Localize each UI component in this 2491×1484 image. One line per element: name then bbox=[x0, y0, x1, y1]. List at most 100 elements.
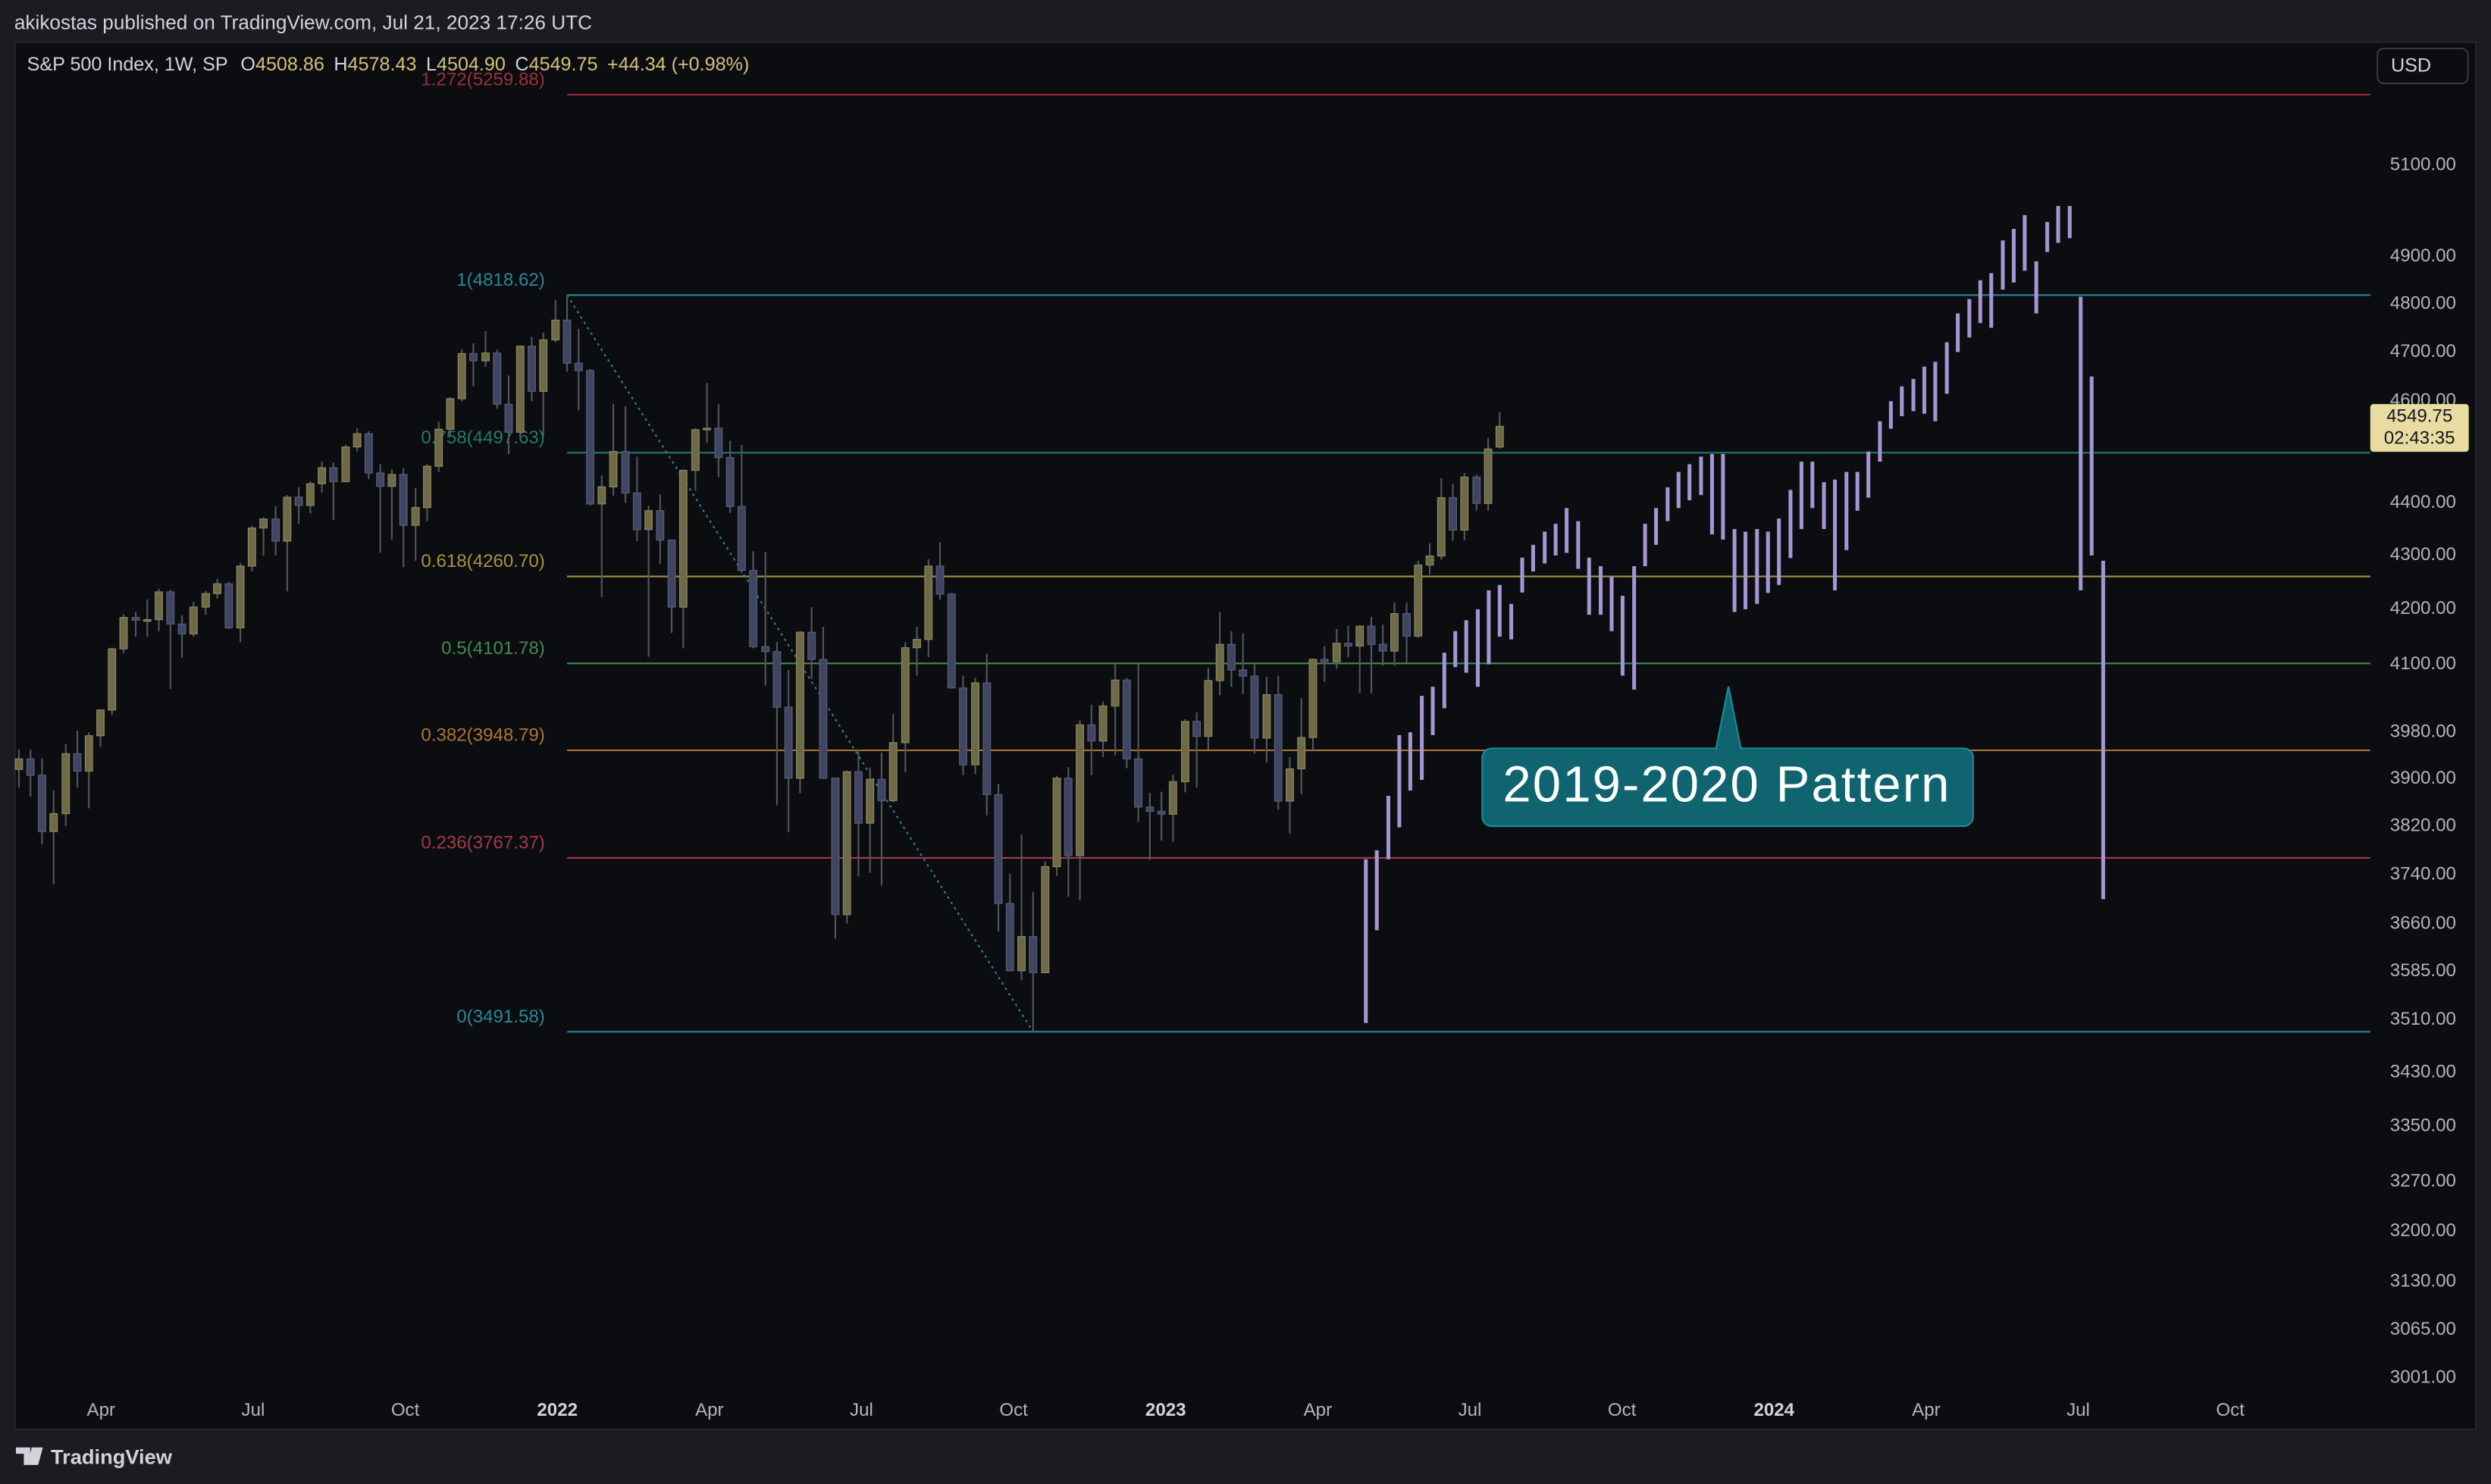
x-tick-label: 2024 bbox=[1753, 1400, 1794, 1420]
candle-body bbox=[1250, 675, 1259, 739]
x-tick-label: Oct bbox=[391, 1400, 420, 1420]
annotation-callout: 2019-2020 Pattern bbox=[1481, 686, 1974, 828]
candle-body bbox=[247, 527, 256, 567]
publisher-line: akikostas published on TradingView.com, … bbox=[14, 11, 592, 33]
y-tick-label: 3740.00 bbox=[2390, 863, 2456, 884]
candle-body bbox=[866, 778, 875, 824]
candle-body bbox=[294, 496, 303, 506]
fib-trend-line bbox=[566, 294, 1034, 1032]
candle-body bbox=[469, 352, 478, 362]
legend: S&P 500 Index, 1W, SP O4508.86 H4578.43 L45… bbox=[27, 54, 750, 75]
candle-body bbox=[737, 506, 746, 571]
candle-body bbox=[1484, 448, 1493, 504]
candle-body bbox=[913, 639, 921, 649]
legend-change: +44.34 (+0.98%) bbox=[607, 54, 749, 75]
x-tick-label: Jul bbox=[1459, 1400, 1482, 1420]
candle-body bbox=[166, 591, 175, 625]
x-tick-label: Oct bbox=[1608, 1400, 1637, 1420]
candle-body bbox=[1215, 643, 1224, 681]
y-tick-label: 3900.00 bbox=[2390, 768, 2456, 788]
candle-body bbox=[84, 735, 93, 772]
candle-body bbox=[528, 346, 536, 392]
y-tick-label: 3130.00 bbox=[2390, 1271, 2456, 1291]
candle-body bbox=[888, 742, 898, 801]
y-tick-label: 4100.00 bbox=[2390, 653, 2456, 674]
candle-body bbox=[1157, 810, 1166, 815]
candle-body bbox=[725, 457, 735, 507]
candle-body bbox=[119, 617, 128, 650]
x-tick-label: Oct bbox=[999, 1400, 1028, 1420]
candle-body bbox=[1332, 643, 1341, 662]
candle-body bbox=[971, 682, 979, 765]
candle-body bbox=[1320, 659, 1329, 662]
candle-body bbox=[399, 474, 408, 526]
candle-body bbox=[1495, 425, 1504, 448]
y-tick-label: 4700.00 bbox=[2390, 341, 2456, 362]
candle-body bbox=[1192, 721, 1202, 737]
fib-level-label: 0.382(3948.79) bbox=[421, 725, 544, 745]
x-tick-label: 2022 bbox=[537, 1400, 578, 1420]
x-tick-label: Apr bbox=[87, 1400, 115, 1420]
candle-body bbox=[318, 467, 327, 484]
legend-value: 4504.90 bbox=[437, 54, 506, 75]
candle-body bbox=[935, 565, 945, 595]
currency-button[interactable] bbox=[2377, 47, 2469, 85]
candle-body bbox=[574, 362, 583, 371]
candle-body bbox=[1344, 643, 1352, 647]
candle-body bbox=[609, 451, 618, 487]
x-tick-label: Apr bbox=[1304, 1400, 1332, 1420]
candle-body bbox=[1180, 721, 1189, 783]
x-tick-label: 2023 bbox=[1145, 1400, 1186, 1420]
candle-body bbox=[1449, 497, 1457, 531]
y-tick-label: 3065.00 bbox=[2390, 1319, 2456, 1339]
x-tick-label: Apr bbox=[695, 1400, 723, 1420]
candle-body bbox=[1414, 564, 1423, 637]
candle-body bbox=[551, 319, 560, 341]
candle-body bbox=[842, 771, 851, 916]
candle-body bbox=[224, 583, 233, 629]
candle-body bbox=[1437, 497, 1446, 557]
candle-body bbox=[819, 659, 828, 779]
candle-body bbox=[539, 339, 548, 392]
candle-body bbox=[1402, 613, 1411, 637]
y-tick-label: 3430.00 bbox=[2390, 1061, 2456, 1082]
y-tick-label: 3820.00 bbox=[2390, 815, 2456, 835]
candle-body bbox=[714, 427, 723, 459]
bar-countdown: 02:43:35 bbox=[2384, 428, 2455, 449]
candle-body bbox=[1460, 476, 1469, 531]
currency-label[interactable]: USD bbox=[2391, 55, 2431, 77]
last-price-label: 4549.75 bbox=[2386, 405, 2452, 426]
candle-body bbox=[1134, 758, 1143, 808]
candle-body bbox=[155, 591, 163, 621]
annotation-text: 2019-2020 Pattern bbox=[1502, 756, 1950, 813]
candle-body bbox=[831, 778, 840, 916]
candle-body bbox=[376, 472, 385, 487]
candle-body bbox=[678, 469, 688, 608]
y-tick-label: 4400.00 bbox=[2390, 492, 2456, 512]
x-tick-label: Jul bbox=[850, 1400, 873, 1420]
candle-body bbox=[994, 794, 1003, 904]
legend-key: C bbox=[515, 54, 528, 75]
candle-body bbox=[1274, 693, 1283, 802]
y-tick-label: 3510.00 bbox=[2390, 1009, 2456, 1029]
candle-body bbox=[14, 758, 24, 770]
candle-body bbox=[213, 583, 222, 594]
y-tick-label: 4300.00 bbox=[2390, 544, 2456, 565]
candle-body bbox=[597, 486, 606, 505]
candle-body bbox=[691, 429, 700, 471]
candle-body bbox=[1005, 903, 1014, 972]
fib-level-label: 1.272(5259.88) bbox=[421, 69, 544, 89]
y-tick-label: 4800.00 bbox=[2390, 293, 2456, 313]
candle-body bbox=[504, 403, 513, 433]
candle-body bbox=[515, 346, 525, 433]
legend-value: 4578.43 bbox=[348, 54, 417, 75]
candle-body bbox=[1029, 936, 1038, 973]
candle-body bbox=[644, 510, 653, 531]
candle-body bbox=[1168, 781, 1177, 815]
candle-body bbox=[96, 709, 105, 737]
candle-body bbox=[189, 606, 198, 635]
legend-key: L bbox=[426, 54, 437, 75]
candle-body bbox=[761, 646, 770, 653]
